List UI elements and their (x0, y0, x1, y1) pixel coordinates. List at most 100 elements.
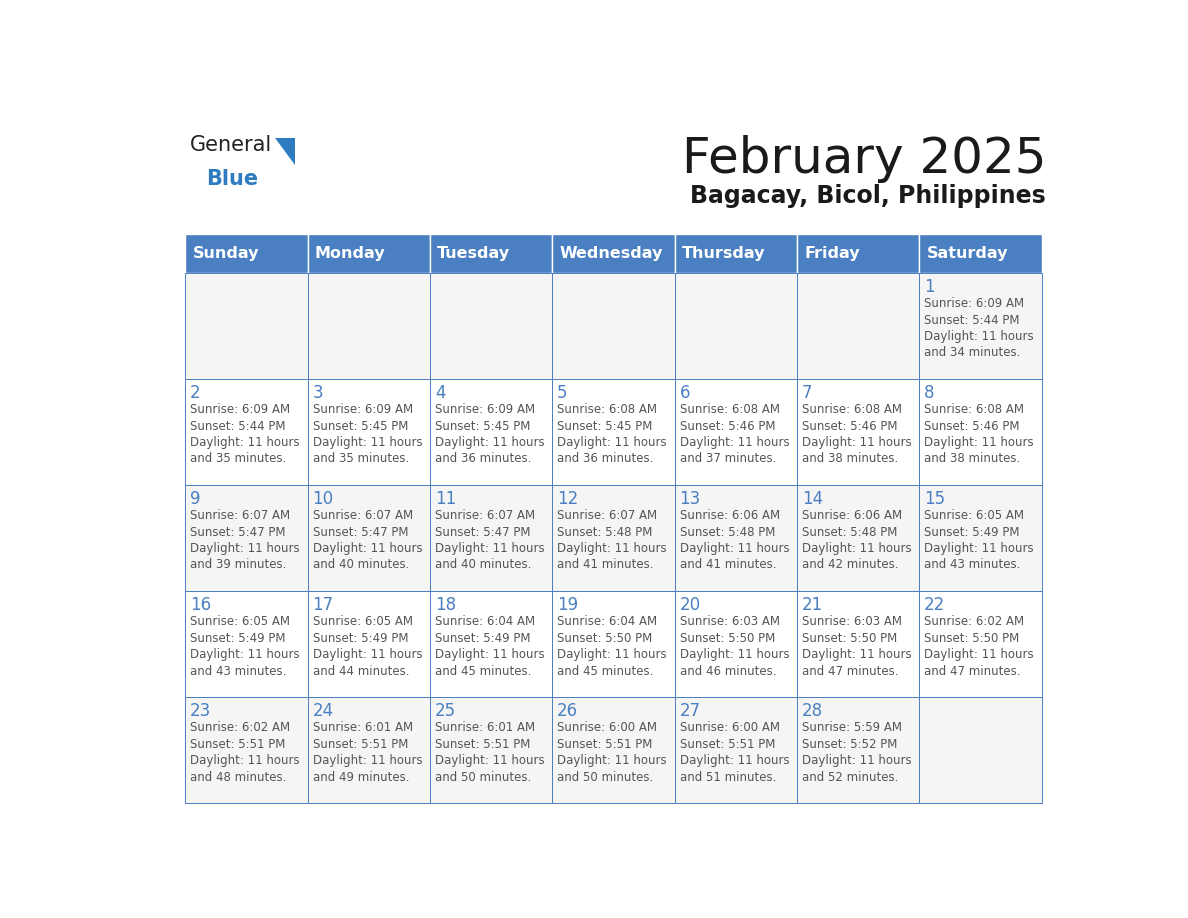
Text: Bagacay, Bicol, Philippines: Bagacay, Bicol, Philippines (690, 185, 1047, 208)
Text: Sunset: 5:50 PM: Sunset: 5:50 PM (680, 632, 775, 644)
Text: Tuesday: Tuesday (437, 246, 511, 261)
Text: Daylight: 11 hours: Daylight: 11 hours (312, 436, 422, 449)
Text: Sunrise: 6:05 AM: Sunrise: 6:05 AM (924, 509, 1024, 522)
Text: and 41 minutes.: and 41 minutes. (680, 558, 776, 572)
Text: 28: 28 (802, 702, 823, 720)
Bar (920, 485, 1042, 591)
Text: 14: 14 (802, 490, 823, 508)
Text: Sunrise: 6:09 AM: Sunrise: 6:09 AM (435, 403, 535, 416)
Text: 23: 23 (190, 702, 211, 720)
Text: 17: 17 (312, 596, 334, 614)
Bar (552, 273, 675, 379)
Bar (185, 379, 308, 485)
Text: Sunset: 5:47 PM: Sunset: 5:47 PM (435, 526, 530, 539)
Text: and 47 minutes.: and 47 minutes. (802, 665, 898, 677)
Text: Sunrise: 6:04 AM: Sunrise: 6:04 AM (435, 615, 535, 628)
Text: 19: 19 (557, 596, 579, 614)
Text: 11: 11 (435, 490, 456, 508)
Text: Sunrise: 6:07 AM: Sunrise: 6:07 AM (312, 509, 412, 522)
Bar (920, 273, 1042, 379)
Text: Sunset: 5:45 PM: Sunset: 5:45 PM (312, 420, 407, 432)
Text: Sunrise: 6:09 AM: Sunrise: 6:09 AM (312, 403, 412, 416)
Text: Friday: Friday (804, 246, 860, 261)
Text: Daylight: 11 hours: Daylight: 11 hours (680, 754, 789, 767)
Text: Daylight: 11 hours: Daylight: 11 hours (557, 436, 666, 449)
Text: Sunset: 5:49 PM: Sunset: 5:49 PM (190, 632, 286, 644)
Text: Sunset: 5:45 PM: Sunset: 5:45 PM (435, 420, 530, 432)
Text: 24: 24 (312, 702, 334, 720)
Bar (797, 273, 920, 379)
Text: and 50 minutes.: and 50 minutes. (557, 770, 653, 784)
Text: Sunrise: 5:59 AM: Sunrise: 5:59 AM (802, 722, 902, 734)
Polygon shape (274, 139, 295, 165)
Text: Sunset: 5:46 PM: Sunset: 5:46 PM (924, 420, 1019, 432)
Text: Sunrise: 6:03 AM: Sunrise: 6:03 AM (802, 615, 902, 628)
Text: Daylight: 11 hours: Daylight: 11 hours (435, 542, 544, 555)
Text: Sunrise: 6:05 AM: Sunrise: 6:05 AM (312, 615, 412, 628)
Text: Daylight: 11 hours: Daylight: 11 hours (312, 542, 422, 555)
Text: Daylight: 11 hours: Daylight: 11 hours (924, 330, 1034, 343)
Bar (552, 591, 675, 697)
Bar (797, 379, 920, 485)
Bar (675, 697, 797, 803)
Bar (552, 697, 675, 803)
Bar (185, 591, 308, 697)
Text: Daylight: 11 hours: Daylight: 11 hours (924, 542, 1034, 555)
Text: Sunrise: 6:08 AM: Sunrise: 6:08 AM (680, 403, 779, 416)
Bar (675, 485, 797, 591)
Text: Sunrise: 6:01 AM: Sunrise: 6:01 AM (435, 722, 535, 734)
Text: 3: 3 (312, 384, 323, 402)
Text: Daylight: 11 hours: Daylight: 11 hours (802, 542, 911, 555)
Text: Wednesday: Wednesday (560, 246, 663, 261)
Text: and 47 minutes.: and 47 minutes. (924, 665, 1020, 677)
Text: Sunrise: 6:03 AM: Sunrise: 6:03 AM (680, 615, 779, 628)
Text: 9: 9 (190, 490, 201, 508)
Bar (430, 234, 552, 273)
Bar (675, 273, 797, 379)
Bar (920, 591, 1042, 697)
Text: Sunrise: 6:00 AM: Sunrise: 6:00 AM (680, 722, 779, 734)
Text: Sunset: 5:52 PM: Sunset: 5:52 PM (802, 738, 897, 751)
Text: and 52 minutes.: and 52 minutes. (802, 770, 898, 784)
Text: and 35 minutes.: and 35 minutes. (190, 453, 286, 465)
Text: Sunset: 5:49 PM: Sunset: 5:49 PM (924, 526, 1019, 539)
Text: and 48 minutes.: and 48 minutes. (190, 770, 286, 784)
Text: 26: 26 (557, 702, 579, 720)
Text: and 42 minutes.: and 42 minutes. (802, 558, 898, 572)
Bar (552, 234, 675, 273)
Text: Daylight: 11 hours: Daylight: 11 hours (680, 542, 789, 555)
Text: Daylight: 11 hours: Daylight: 11 hours (557, 754, 666, 767)
Text: and 45 minutes.: and 45 minutes. (557, 665, 653, 677)
Text: Sunset: 5:49 PM: Sunset: 5:49 PM (312, 632, 407, 644)
Text: and 43 minutes.: and 43 minutes. (924, 558, 1020, 572)
Text: Sunset: 5:48 PM: Sunset: 5:48 PM (557, 526, 652, 539)
Text: Sunset: 5:51 PM: Sunset: 5:51 PM (312, 738, 407, 751)
Text: 18: 18 (435, 596, 456, 614)
Text: 1: 1 (924, 278, 935, 296)
Text: February 2025: February 2025 (682, 135, 1047, 183)
Text: Sunset: 5:44 PM: Sunset: 5:44 PM (924, 314, 1019, 327)
Text: Sunset: 5:46 PM: Sunset: 5:46 PM (680, 420, 775, 432)
Text: Sunset: 5:50 PM: Sunset: 5:50 PM (802, 632, 897, 644)
Bar (920, 379, 1042, 485)
Text: Daylight: 11 hours: Daylight: 11 hours (924, 648, 1034, 661)
Text: 12: 12 (557, 490, 579, 508)
Text: Sunset: 5:51 PM: Sunset: 5:51 PM (680, 738, 775, 751)
Bar (308, 379, 430, 485)
Text: and 51 minutes.: and 51 minutes. (680, 770, 776, 784)
Text: Sunset: 5:47 PM: Sunset: 5:47 PM (312, 526, 407, 539)
Text: Daylight: 11 hours: Daylight: 11 hours (557, 542, 666, 555)
Text: 21: 21 (802, 596, 823, 614)
Text: Sunset: 5:50 PM: Sunset: 5:50 PM (557, 632, 652, 644)
Text: Daylight: 11 hours: Daylight: 11 hours (435, 648, 544, 661)
Text: Daylight: 11 hours: Daylight: 11 hours (435, 436, 544, 449)
Text: Sunset: 5:50 PM: Sunset: 5:50 PM (924, 632, 1019, 644)
Text: Daylight: 11 hours: Daylight: 11 hours (190, 754, 299, 767)
Text: Daylight: 11 hours: Daylight: 11 hours (802, 436, 911, 449)
Text: and 40 minutes.: and 40 minutes. (435, 558, 531, 572)
Text: Daylight: 11 hours: Daylight: 11 hours (924, 436, 1034, 449)
Text: Daylight: 11 hours: Daylight: 11 hours (312, 754, 422, 767)
Text: and 50 minutes.: and 50 minutes. (435, 770, 531, 784)
Text: Sunrise: 6:06 AM: Sunrise: 6:06 AM (680, 509, 779, 522)
Text: 2: 2 (190, 384, 201, 402)
